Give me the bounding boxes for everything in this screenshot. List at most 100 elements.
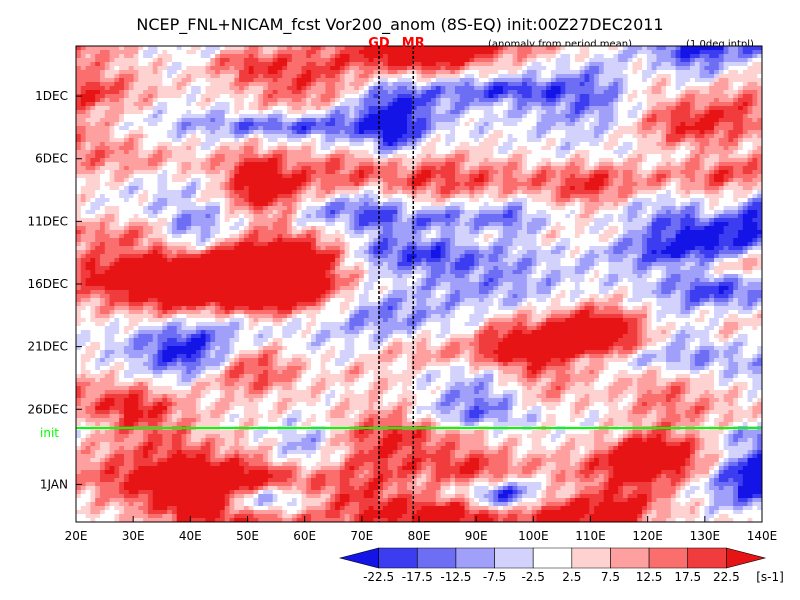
field-cell: [695, 122, 700, 127]
field-cell: [220, 146, 225, 151]
field-cell: [474, 178, 479, 183]
field-cell: [604, 118, 609, 123]
field-cell: [421, 90, 426, 95]
field-cell: [301, 166, 306, 171]
field-cell: [124, 58, 129, 63]
field-cell: [695, 66, 700, 71]
field-cell: [460, 110, 465, 115]
field-cell: [100, 154, 105, 159]
field-cell: [479, 166, 484, 171]
field-cell: [201, 150, 206, 155]
field-cell: [493, 170, 498, 175]
field-cell: [321, 110, 326, 115]
field-cell: [249, 94, 254, 99]
field-cell: [460, 74, 465, 79]
field-cell: [105, 54, 110, 59]
field-cell: [110, 62, 115, 67]
field-cell: [359, 118, 364, 123]
field-cell: [537, 170, 542, 175]
field-cell: [541, 94, 546, 99]
field-cell: [445, 154, 450, 159]
field-cell: [321, 102, 326, 107]
field-cell: [249, 98, 254, 103]
field-cell: [81, 174, 86, 179]
field-cell: [656, 82, 661, 87]
field-cell: [220, 174, 225, 179]
field-cell: [220, 114, 225, 119]
field-cell: [321, 178, 326, 183]
field-cell: [661, 54, 666, 59]
field-cell: [426, 74, 431, 79]
field-cell: [522, 134, 527, 139]
field-cell: [632, 178, 637, 183]
field-cell: [345, 54, 350, 59]
field-cell: [575, 134, 580, 139]
field-cell: [594, 162, 599, 167]
field-cell: [700, 126, 705, 131]
field-cell: [244, 118, 249, 123]
field-cell: [498, 98, 503, 103]
field-cell: [268, 126, 273, 131]
field-cell: [129, 114, 134, 119]
field-cell: [417, 74, 422, 79]
field-cell: [110, 90, 115, 95]
field-cell: [594, 78, 599, 83]
field-cell: [565, 82, 570, 87]
field-cell: [484, 62, 489, 67]
field-cell: [349, 166, 354, 171]
field-cell: [704, 166, 709, 171]
field-cell: [493, 98, 498, 103]
field-cell: [201, 106, 206, 111]
field-cell: [196, 170, 201, 175]
field-cell: [714, 118, 719, 123]
field-cell: [685, 78, 690, 83]
field-cell: [172, 110, 177, 115]
field-cell: [700, 74, 705, 79]
field-cell: [565, 98, 570, 103]
field-cell: [541, 158, 546, 163]
field-cell: [489, 110, 494, 115]
field-cell: [460, 154, 465, 159]
field-cell: [349, 50, 354, 55]
field-cell: [508, 106, 513, 111]
field-cell: [100, 138, 105, 143]
field-cell: [225, 66, 230, 71]
field-cell: [143, 146, 148, 151]
field-cell: [215, 46, 220, 51]
field-cell: [748, 98, 753, 103]
field-cell: [733, 130, 738, 135]
field-cell: [138, 78, 143, 83]
field-cell: [575, 162, 580, 167]
field-cell: [537, 122, 542, 127]
field-cell: [455, 114, 460, 119]
field-cell: [690, 62, 695, 67]
field-cell: [752, 94, 757, 99]
field-cell: [134, 54, 139, 59]
field-cell: [316, 138, 321, 143]
field-cell: [206, 58, 211, 63]
field-cell: [201, 62, 206, 67]
field-cell: [719, 58, 724, 63]
field-cell: [474, 74, 479, 79]
field-cell: [537, 178, 542, 183]
field-cell: [182, 162, 187, 167]
field-cell: [191, 134, 196, 139]
field-cell: [119, 174, 124, 179]
field-cell: [162, 90, 167, 95]
field-cell: [441, 178, 446, 183]
field-cell: [397, 86, 402, 91]
field-cell: [690, 82, 695, 87]
field-cell: [685, 46, 690, 51]
field-cell: [589, 178, 594, 183]
field-cell: [402, 154, 407, 159]
field-cell: [724, 130, 729, 135]
field-cell: [210, 178, 215, 183]
field-cell: [561, 150, 566, 155]
field-cell: [551, 54, 556, 59]
field-cell: [685, 182, 690, 187]
field-cell: [335, 106, 340, 111]
field-cell: [287, 126, 292, 131]
field-cell: [206, 70, 211, 75]
field-cell: [153, 66, 158, 71]
field-cell: [441, 46, 446, 51]
